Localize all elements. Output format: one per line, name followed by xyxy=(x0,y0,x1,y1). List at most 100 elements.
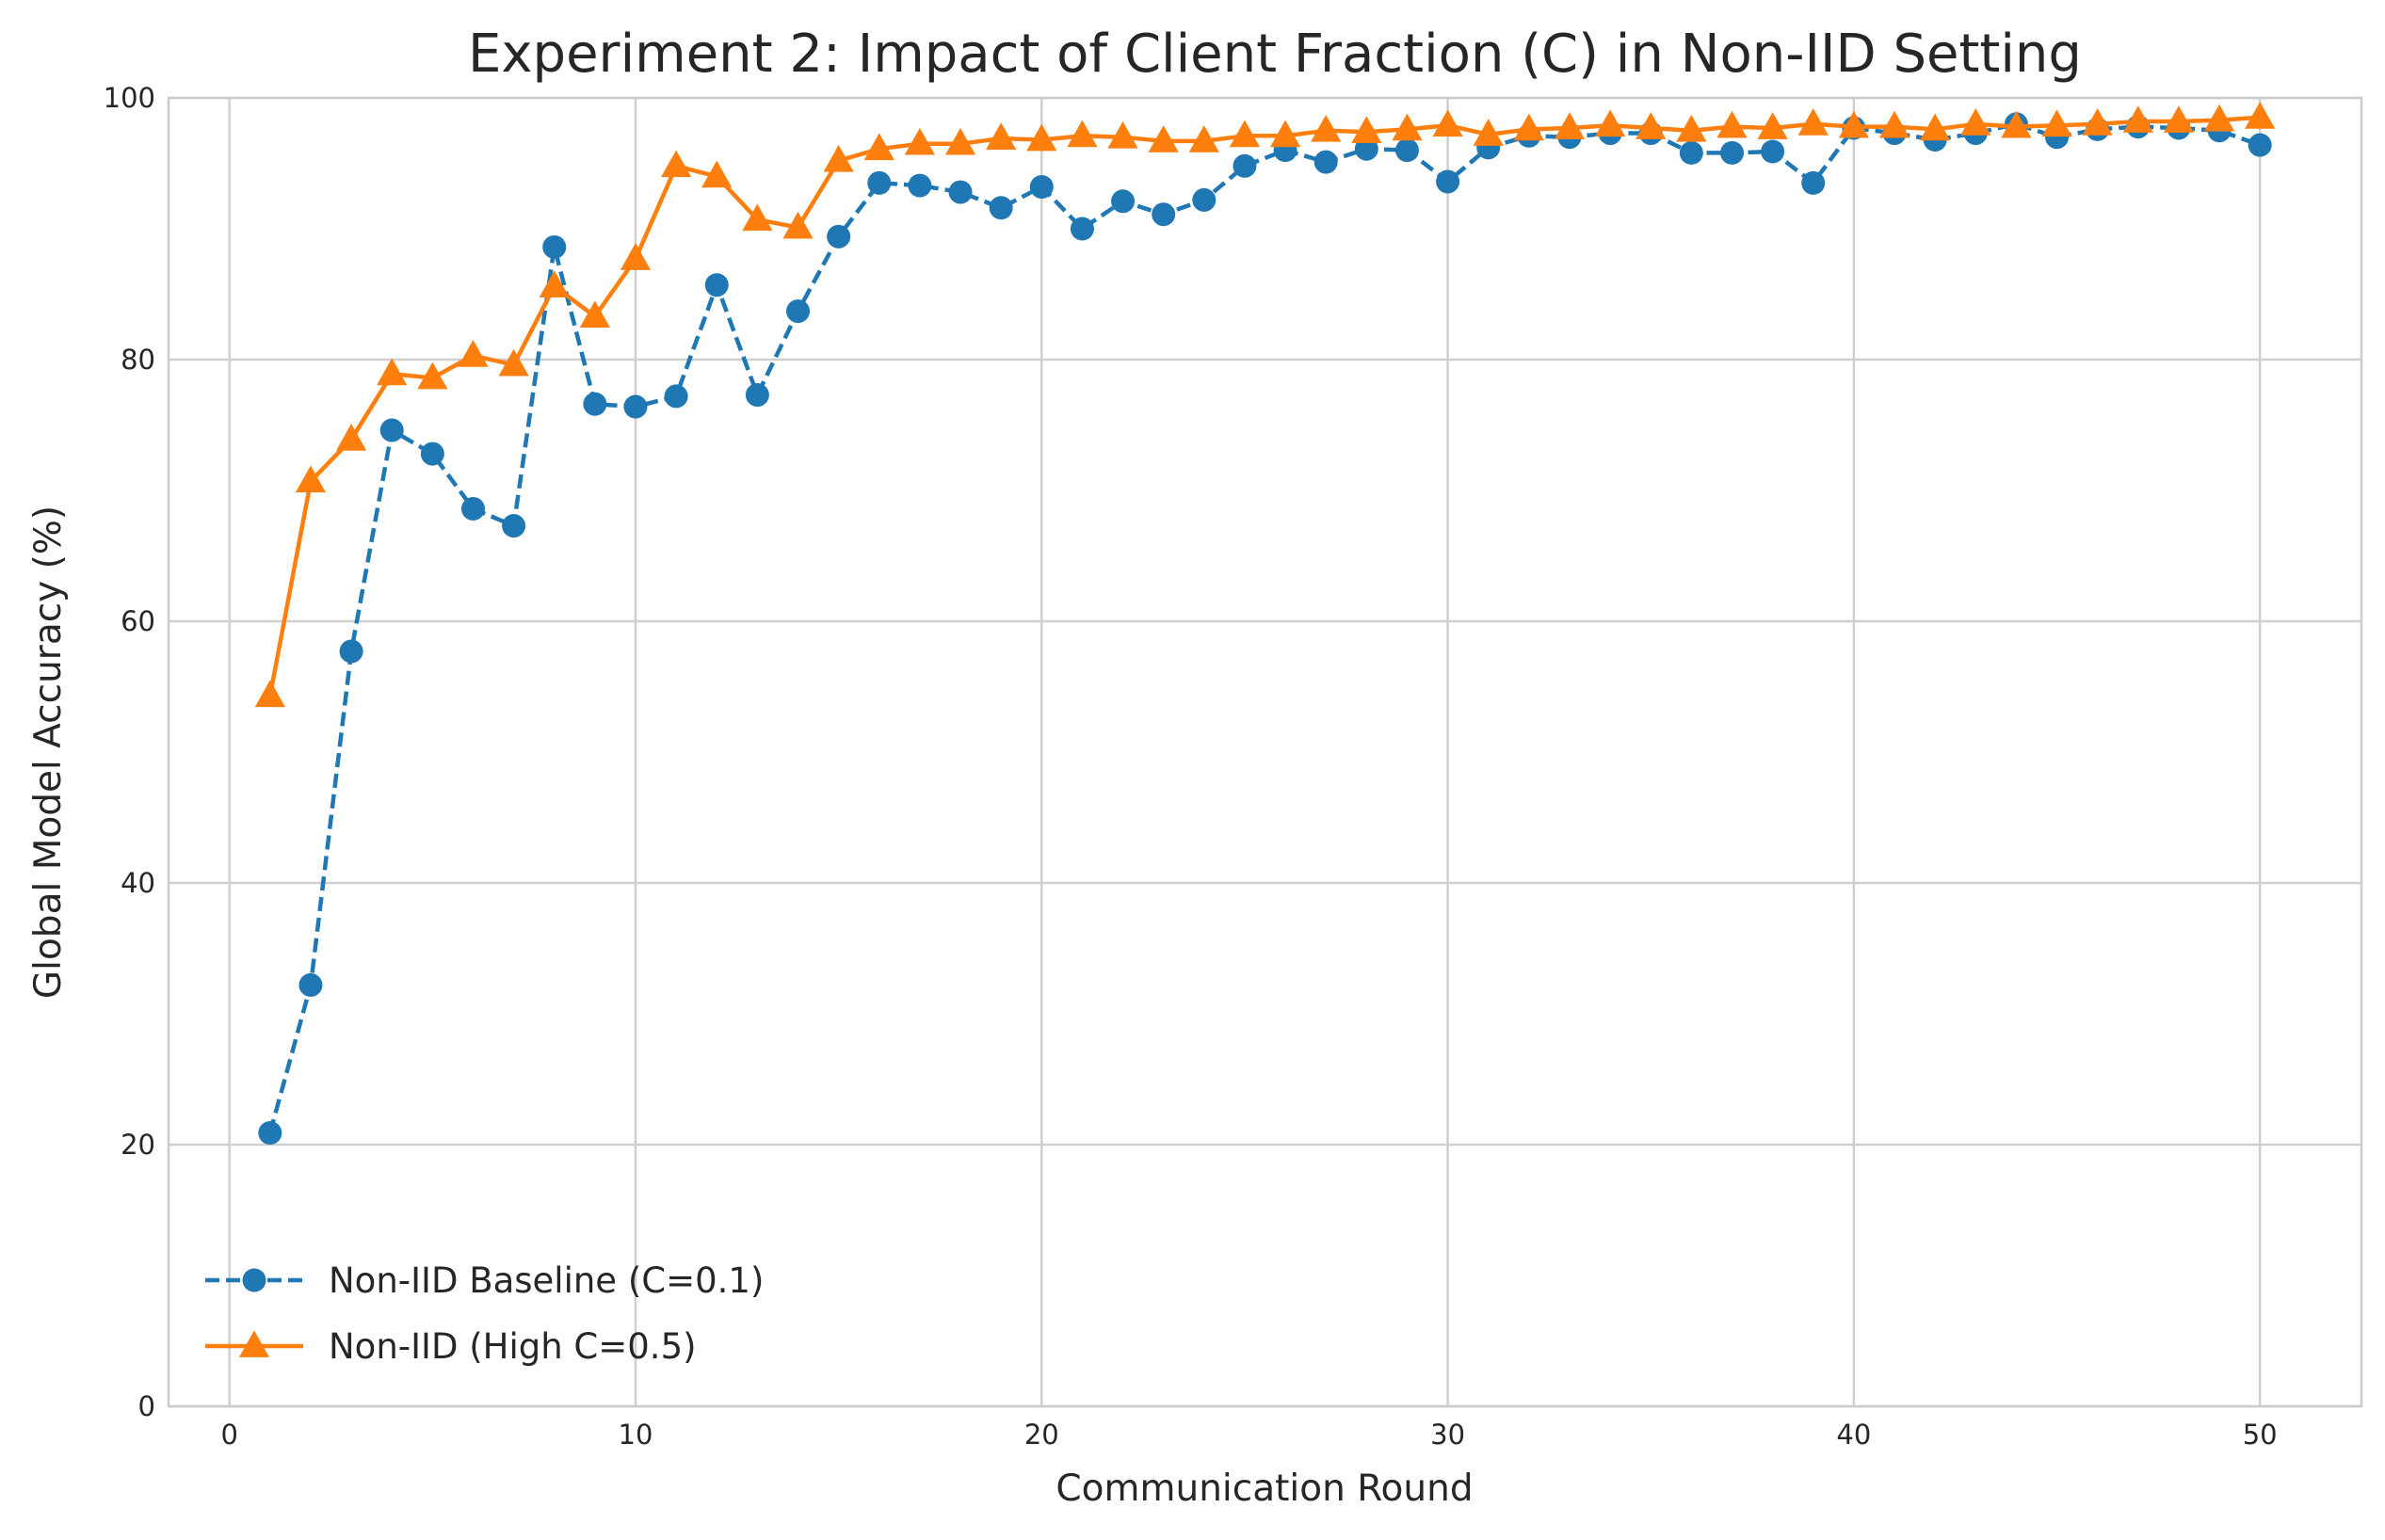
data-point-2 xyxy=(1311,114,1342,142)
y-tick-label: 60 xyxy=(121,605,155,637)
data-point-1 xyxy=(1070,217,1094,241)
x-tick-label: 10 xyxy=(619,1419,653,1451)
data-point-2 xyxy=(986,122,1017,150)
data-point-2 xyxy=(1676,114,1707,142)
y-tick-labels: 0 20 40 60 80 100 xyxy=(104,82,155,1422)
data-point-2 xyxy=(1067,120,1098,148)
data-point-1 xyxy=(460,496,485,521)
x-tick-label: 50 xyxy=(2243,1419,2278,1451)
data-point-2 xyxy=(1595,109,1626,137)
data-point-1 xyxy=(908,173,932,198)
data-point-1 xyxy=(1313,150,1338,174)
data-point-2 xyxy=(335,423,367,451)
data-point-2 xyxy=(661,150,692,178)
x-tick-label: 0 xyxy=(220,1419,237,1451)
y-tick-label: 80 xyxy=(121,344,155,376)
data-point-1 xyxy=(1029,175,1054,200)
data-point-2 xyxy=(2245,102,2276,129)
data-point-2 xyxy=(1229,120,1261,148)
data-point-2 xyxy=(377,358,408,386)
data-point-1 xyxy=(298,972,323,997)
data-point-2 xyxy=(823,144,854,172)
data-point-2 xyxy=(498,348,529,377)
data-point-1 xyxy=(502,514,526,538)
data-point-1 xyxy=(1801,170,1826,195)
data-point-2 xyxy=(1107,120,1138,149)
data-point-1 xyxy=(2248,133,2272,157)
data-point-2 xyxy=(742,203,773,232)
data-point-2 xyxy=(2122,105,2153,133)
data-point-1 xyxy=(339,639,363,664)
data-point-1 xyxy=(1679,140,1703,165)
legend: Non-IID Baseline (C=0.1) Non-IID (High C=… xyxy=(205,1260,764,1367)
data-point-2 xyxy=(620,243,652,270)
x-gridlines xyxy=(228,98,2262,1406)
data-point-2 xyxy=(1554,112,1586,139)
legend-marker xyxy=(238,1330,270,1357)
data-point-2 xyxy=(1392,113,1423,141)
data-point-1 xyxy=(1719,140,1744,165)
data-point-2 xyxy=(1026,123,1057,152)
data-point-2 xyxy=(2082,108,2113,136)
data-point-2 xyxy=(701,160,733,188)
data-point-1 xyxy=(379,418,404,442)
legend-label: Non-IID (High C=0.5) xyxy=(329,1326,697,1367)
data-point-1 xyxy=(1394,138,1419,163)
data-point-1 xyxy=(420,441,444,466)
data-point-2 xyxy=(254,680,285,708)
plot-frame xyxy=(167,96,2363,1408)
data-point-2 xyxy=(1351,116,1382,144)
data-point-2 xyxy=(2001,110,2032,138)
x-tick-label: 20 xyxy=(1024,1419,1059,1451)
data-point-1 xyxy=(827,224,851,249)
data-point-1 xyxy=(664,384,688,409)
data-point-2 xyxy=(1148,125,1179,152)
x-axis-title: Communication Round xyxy=(1056,1468,1473,1510)
data-point-2 xyxy=(1269,120,1301,148)
series-2 xyxy=(254,102,2276,708)
data-point-1 xyxy=(1111,189,1136,214)
y-axis-title: Global Model Accuracy (%) xyxy=(27,505,70,999)
x-tick-label: 30 xyxy=(1430,1419,1465,1451)
data-point-2 xyxy=(1432,109,1463,137)
data-point-2 xyxy=(2041,109,2072,137)
data-point-2 xyxy=(458,340,489,367)
data-point-2 xyxy=(1960,108,1991,136)
data-point-2 xyxy=(1188,125,1219,152)
data-point-2 xyxy=(295,465,327,493)
legend-label: Non-IID Baseline (C=0.1) xyxy=(329,1260,764,1301)
data-point-2 xyxy=(1797,108,1829,136)
data-point-1 xyxy=(583,392,607,416)
data-point-1 xyxy=(1436,169,1460,194)
y-tick-label: 0 xyxy=(138,1390,155,1422)
legend-marker xyxy=(242,1268,266,1292)
chart-title: Experiment 2: Impact of Client Fraction … xyxy=(468,24,2082,85)
data-point-2 xyxy=(944,127,976,155)
data-point-2 xyxy=(539,270,570,298)
data-point-1 xyxy=(1233,153,1257,178)
legend-item-2: Non-IID (High C=0.5) xyxy=(205,1326,697,1367)
data-point-1 xyxy=(867,170,892,195)
data-point-2 xyxy=(1716,110,1748,138)
data-point-2 xyxy=(1757,112,1788,139)
data-point-2 xyxy=(782,211,814,239)
data-point-2 xyxy=(2163,105,2195,133)
data-point-2 xyxy=(1636,112,1667,139)
data-point-1 xyxy=(1152,202,1176,227)
data-point-1 xyxy=(258,1120,282,1145)
data-point-2 xyxy=(1838,110,1869,138)
data-point-2 xyxy=(1878,110,1910,138)
series-layer xyxy=(254,102,2276,1145)
data-point-1 xyxy=(623,394,648,419)
legend-item-1: Non-IID Baseline (C=0.1) xyxy=(205,1260,764,1301)
data-point-1 xyxy=(786,299,811,324)
data-point-2 xyxy=(1920,113,1951,141)
data-point-2 xyxy=(1473,119,1504,146)
data-point-2 xyxy=(863,133,894,161)
data-point-2 xyxy=(417,361,448,390)
data-point-2 xyxy=(1513,113,1544,141)
data-point-2 xyxy=(579,300,610,329)
data-point-1 xyxy=(704,273,729,297)
